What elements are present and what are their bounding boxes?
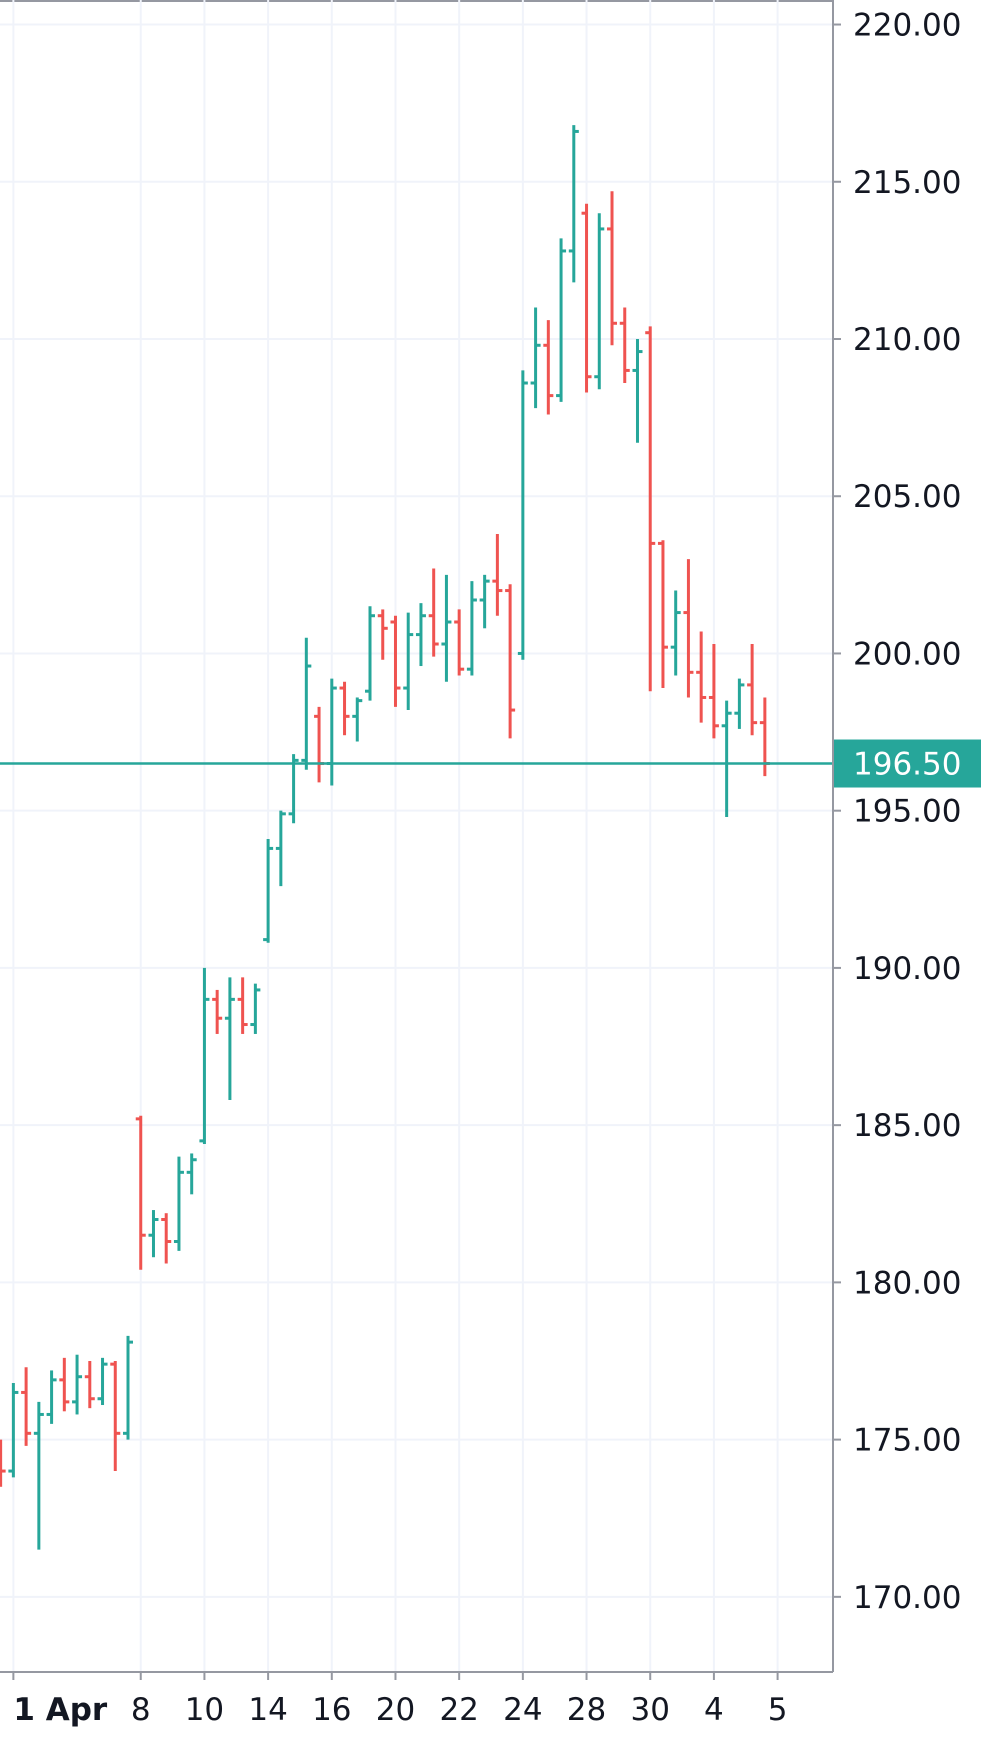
y-tick-label: 215.00	[853, 165, 961, 201]
ohlc-bar	[33, 1401, 44, 1550]
bars	[0, 125, 833, 1550]
x-tick-label: 28	[567, 1692, 606, 1728]
x-tick-label: 4	[704, 1692, 724, 1728]
ohlc-bar	[632, 338, 643, 443]
ohlc-bar	[21, 1367, 32, 1446]
last-price-label: 196.50	[853, 747, 961, 783]
x-tick-label: 22	[439, 1692, 478, 1728]
ohlc-bar	[301, 637, 312, 770]
x-tick-label: 14	[248, 1692, 287, 1728]
x-tick-label: 5	[768, 1692, 788, 1728]
y-tick-label: 210.00	[853, 322, 961, 358]
ohlc-bar	[314, 706, 325, 783]
ohlc-bar	[696, 631, 707, 723]
x-tick-label: 10	[185, 1692, 224, 1728]
ohlc-bar	[645, 326, 656, 692]
ohlc-bar	[161, 1213, 172, 1264]
y-tick-label: 180.00	[853, 1265, 961, 1301]
ohlc-bar	[454, 609, 465, 676]
ohlc-bar	[543, 320, 554, 415]
y-tick-label: 195.00	[853, 794, 961, 830]
ohlc-bar	[46, 1370, 57, 1424]
ohlc-bar	[275, 810, 286, 887]
ohlc-bar	[657, 540, 668, 689]
x-tick-label: 24	[503, 1692, 542, 1728]
ohlc-bar	[97, 1357, 108, 1406]
ohlc-bar	[326, 678, 337, 786]
ohlc-bar	[186, 1153, 197, 1195]
ohlc-bar	[148, 1210, 159, 1258]
ohlc-bar	[59, 1357, 70, 1412]
ohlc-bar	[110, 1360, 121, 1472]
ohlc-bar	[607, 191, 618, 346]
x-tick-label: 8	[131, 1692, 151, 1728]
grid	[0, 0, 833, 1672]
y-tick-label: 185.00	[853, 1108, 961, 1144]
ohlc-bar	[530, 307, 541, 409]
ohlc-bar	[250, 983, 261, 1034]
ohlc-bar	[466, 581, 477, 676]
ohlc-bar	[199, 967, 210, 1145]
ohlc-bar	[390, 615, 401, 707]
ohlc-bar	[237, 977, 248, 1034]
ohlc-bar	[123, 1335, 134, 1440]
y-tick-label: 205.00	[853, 479, 961, 515]
ohlc-bar	[428, 568, 439, 657]
ohlc-bar	[708, 644, 719, 739]
ohlc-bar	[441, 574, 452, 682]
ohlc-bar	[377, 609, 388, 660]
y-tick-label: 190.00	[853, 951, 961, 987]
ohlc-bar	[339, 681, 350, 736]
ohlc-bar	[403, 612, 414, 711]
y-tick-label: 200.00	[853, 636, 961, 672]
ohlc-bar	[212, 989, 223, 1034]
ohlc-bar	[135, 1115, 146, 1270]
axes: 170.00 175.00 180.00 185.00 190.00 195.00 200.…	[12, 8, 981, 1728]
ohlc-bar	[683, 559, 694, 698]
ohlc-bar	[0, 1439, 6, 1487]
ohlc-bar	[288, 754, 299, 824]
x-tick-label: 20	[376, 1692, 415, 1728]
ohlc-bar	[594, 213, 605, 390]
ohlc-bar	[670, 590, 681, 676]
ohlc-bar	[365, 606, 376, 701]
ohlc-bar	[479, 574, 490, 629]
ohlc-bar	[224, 977, 235, 1100]
ohlc-bar	[492, 533, 503, 616]
ohlc-bar	[747, 644, 758, 736]
ohlc-bar	[556, 238, 567, 402]
x-tick-label: 1 Apr	[13, 1692, 108, 1728]
ohlc-bar	[568, 125, 579, 283]
ohlc-bar	[517, 370, 528, 660]
ohlc-bar	[505, 584, 516, 739]
ohlc-bar	[8, 1383, 19, 1478]
y-tick-label: 170.00	[853, 1580, 961, 1616]
y-tick-label: 220.00	[853, 8, 961, 44]
x-tick-label: 16	[312, 1692, 351, 1728]
ohlc-bar	[415, 603, 426, 667]
ohlc-bar	[619, 307, 630, 384]
x-tick-label: 30	[630, 1692, 669, 1728]
ohlc-bar	[72, 1354, 83, 1415]
ohlc-bar	[173, 1156, 184, 1251]
last-price-box	[834, 739, 981, 788]
ohlc-bar	[84, 1360, 95, 1409]
ohlc-bar	[581, 203, 592, 393]
y-tick-label: 175.00	[853, 1423, 961, 1459]
ohlc-bar	[263, 838, 274, 943]
ohlc-bar	[352, 697, 363, 742]
ohlc-bar	[721, 700, 732, 817]
ohlc-bar	[734, 678, 745, 729]
